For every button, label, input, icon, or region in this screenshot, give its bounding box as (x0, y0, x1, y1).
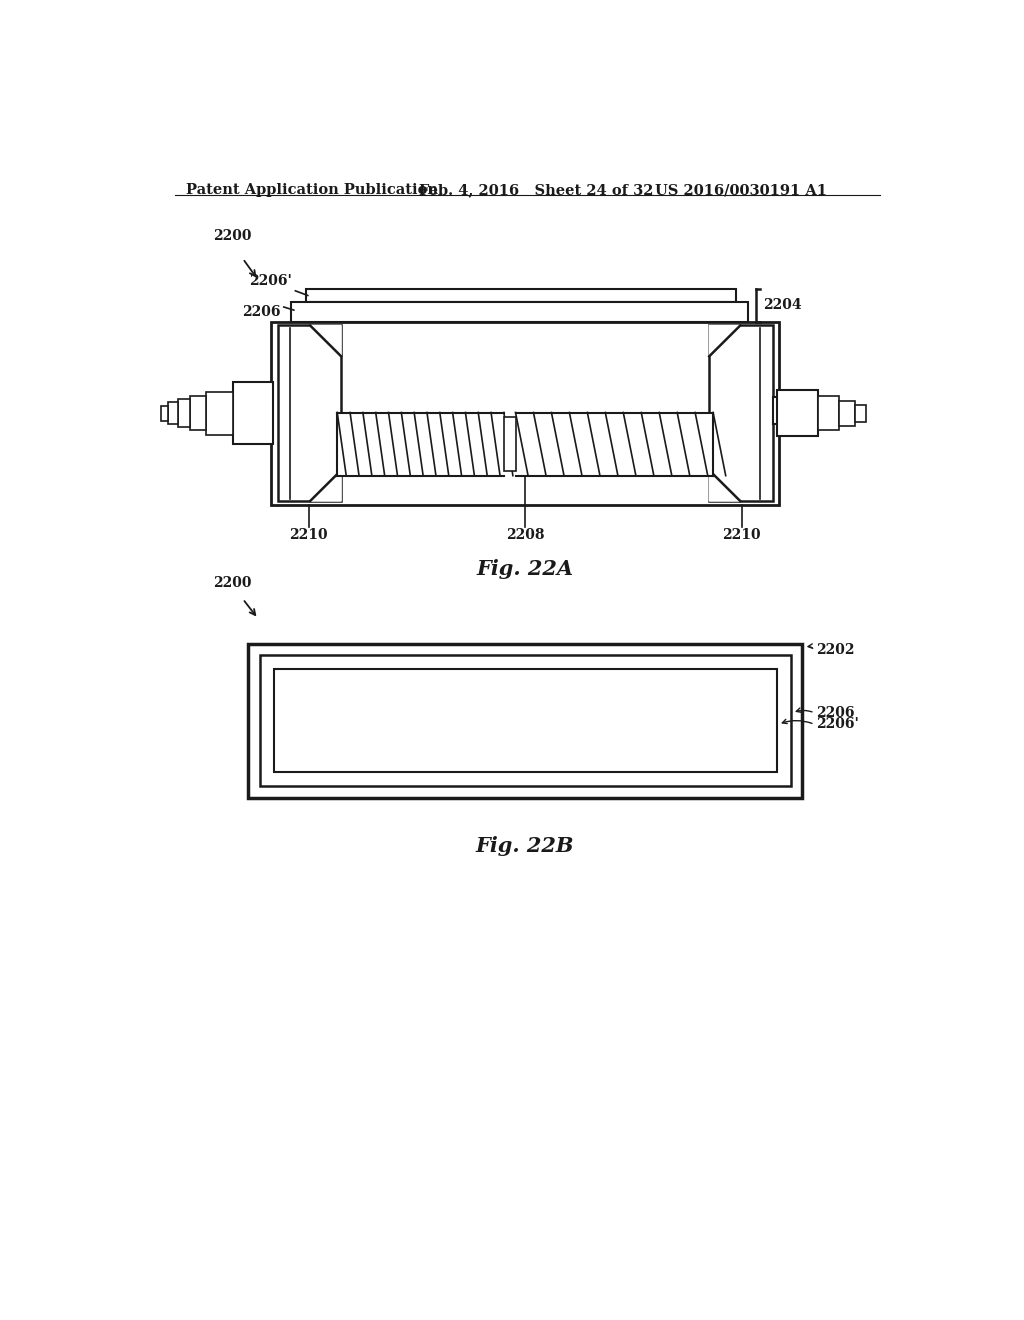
Bar (178, 400, 190, 428)
Bar (710, 326, 773, 502)
Text: 2206: 2206 (242, 305, 281, 319)
Bar (504, 417, 515, 471)
Bar (855, 405, 866, 422)
Text: Feb. 4, 2016   Sheet 24 of 32: Feb. 4, 2016 Sheet 24 of 32 (419, 183, 653, 197)
Bar (232, 383, 273, 444)
Text: 2208: 2208 (506, 528, 545, 543)
Text: 2202: 2202 (795, 399, 833, 413)
Polygon shape (310, 326, 341, 356)
Bar (840, 401, 855, 425)
Text: US 2016/0030191 A1: US 2016/0030191 A1 (655, 183, 827, 197)
Bar (777, 391, 818, 437)
Bar (161, 405, 168, 421)
Bar (337, 413, 504, 475)
Bar (515, 413, 713, 475)
Bar (271, 322, 779, 506)
Bar (306, 289, 736, 302)
Polygon shape (710, 326, 740, 356)
Text: 2200: 2200 (213, 230, 252, 243)
Bar (273, 669, 776, 772)
Text: 2206': 2206' (816, 717, 859, 731)
Text: Patent Application Publication: Patent Application Publication (186, 183, 438, 197)
Polygon shape (710, 470, 740, 502)
Bar (260, 655, 791, 785)
Polygon shape (310, 470, 341, 502)
Text: 2210: 2210 (723, 528, 761, 543)
Text: Fig. 22A: Fig. 22A (476, 558, 573, 578)
Bar (190, 396, 206, 430)
Bar (278, 326, 341, 502)
Bar (206, 392, 232, 434)
Text: 2204: 2204 (764, 298, 802, 313)
Text: 2202: 2202 (816, 643, 855, 656)
Text: 2210: 2210 (289, 528, 328, 543)
Text: 2206: 2206 (816, 706, 855, 719)
Text: 2200: 2200 (213, 576, 252, 590)
Bar (291, 302, 748, 322)
Bar (248, 644, 802, 797)
Text: 2206': 2206' (250, 273, 292, 288)
Bar (773, 397, 782, 424)
Bar (818, 396, 840, 430)
Text: Fig. 22B: Fig. 22B (475, 836, 574, 855)
Bar (168, 403, 178, 424)
